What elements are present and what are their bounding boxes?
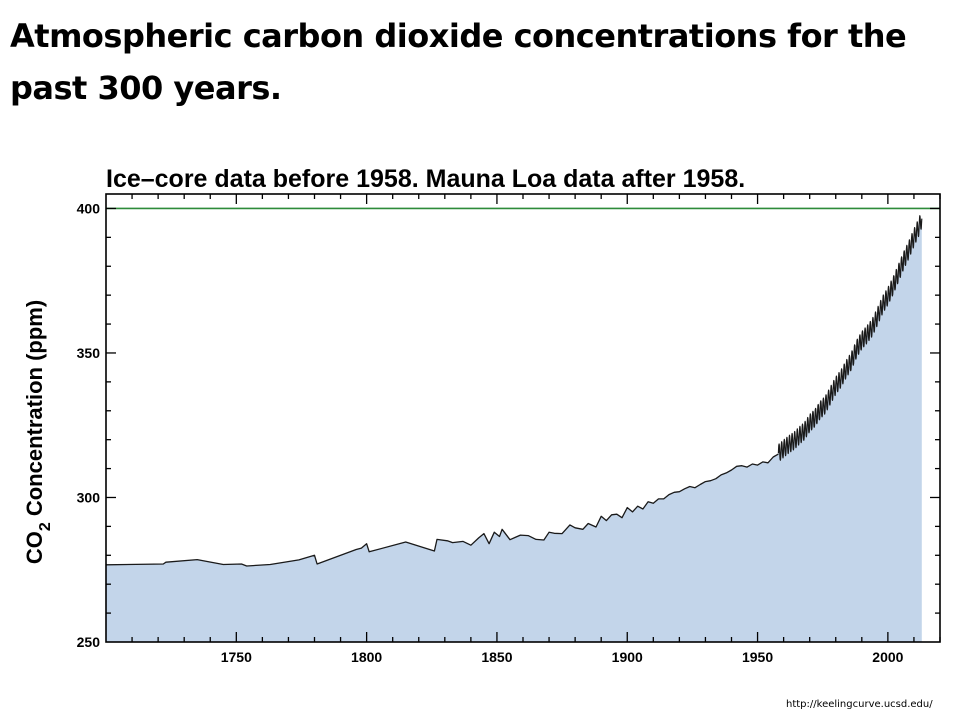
- x-tick-label: 2000: [872, 649, 903, 665]
- x-tick-label: 1850: [481, 649, 512, 665]
- y-axis-label-rest: Concentration (ppm): [22, 300, 47, 522]
- line-layer: [105, 215, 923, 567]
- area-layer: [106, 215, 922, 642]
- y-tick-label: 300: [77, 489, 101, 505]
- co2-area-fill: [106, 215, 922, 642]
- slide-title: Atmospheric carbon dioxide concentration…: [10, 17, 907, 107]
- chart-title: Ice–core data before 1958. Mauna Loa dat…: [106, 165, 746, 193]
- y-tick-label: 400: [77, 200, 101, 216]
- x-tick-label: 1800: [351, 649, 382, 665]
- x-tick-label: 1750: [221, 649, 252, 665]
- co2-chart: 1750 1800 1850 1900 1950 2000 250 300 350 400 CO2…: [22, 193, 941, 665]
- y-axis-label: CO2 Concentration (ppm): [22, 300, 54, 564]
- y-axis-label-main: CO: [22, 531, 47, 564]
- x-tick-label: 1900: [612, 649, 643, 665]
- x-tick-label: 1950: [742, 649, 773, 665]
- series-line-mauna-loa: [777, 215, 923, 461]
- y-tick-label: 350: [77, 345, 101, 361]
- axis-layer: [105, 193, 941, 643]
- y-tick-label: 250: [77, 634, 101, 650]
- y-axis-label-subscript: 2: [37, 522, 54, 531]
- series-line-ice-core: [105, 453, 779, 567]
- source-url[interactable]: http://keelingcurve.ucsd.edu/: [786, 699, 933, 710]
- tick-label-layer: 1750 1800 1850 1900 1950 2000 250 300 350 400: [77, 200, 904, 665]
